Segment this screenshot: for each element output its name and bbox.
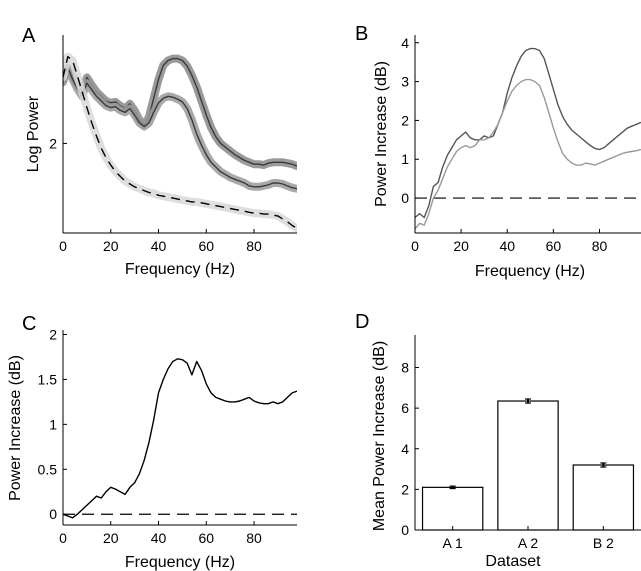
panel-b-x-label: Frequency (Hz) [475, 263, 585, 280]
bar-a1 [421, 486, 484, 531]
panel-d-x-label: Dataset [485, 553, 541, 570]
panel-d-y-tick-label: 2 [401, 481, 409, 497]
panel-a-y-tick-label: 2 [49, 135, 57, 151]
panel-c-x-tick-label: 80 [246, 530, 262, 546]
panel-c-y-ticks: 0 0.5 1 1.5 2 [38, 326, 67, 522]
panel-a-marks [63, 52, 297, 233]
panel-a-y-label: Log Power [25, 95, 42, 172]
panel-c-x-tick-label: 0 [59, 530, 67, 546]
panel-a-plot-area [63, 52, 297, 233]
panel-label-b: B [355, 23, 368, 45]
panel-label-a: A [22, 25, 36, 47]
panel-a-x-tick-label: 20 [103, 238, 119, 254]
panel-c-y-label: Power Increase (dB) [7, 355, 24, 501]
panel-label-d: D [355, 311, 369, 333]
panel-d-y-tick-label: 8 [401, 360, 409, 376]
panel-a-series-2-line [63, 67, 297, 190]
panel-d-marks [421, 398, 635, 531]
panel-d-category-label: B 2 [593, 535, 614, 551]
panel-b-y-tick-label: 2 [401, 112, 409, 128]
panel-b-plot-area [415, 47, 641, 230]
panel-c-y-tick-label: 0.5 [38, 461, 58, 477]
panel-d-x-ticks: A 1 A 2 B 2 [443, 526, 614, 551]
panel-a-x-tick-label: 60 [198, 238, 214, 254]
panel-a-x-tick-label: 40 [151, 238, 167, 254]
panel-d-y-tick-label: 4 [401, 441, 409, 457]
panel-a-series-2-error-band [63, 64, 297, 193]
panel-b-y-tick-label: 4 [401, 35, 409, 51]
panel-a-series-3-error-band [63, 52, 297, 233]
panel-a-x-label: Frequency (Hz) [125, 261, 235, 278]
panel-c-x-tick-label: 60 [198, 530, 214, 546]
panel-c-x-label: Frequency (Hz) [125, 554, 235, 571]
panel-b-series-2-line [415, 78, 641, 230]
panel-b-y-tick-label: 0 [401, 190, 409, 206]
panel-b-series-1-line [415, 47, 641, 219]
panel-c-y-tick-label: 1 [49, 416, 57, 432]
panel-a-x-ticks: 0 20 40 60 80 [59, 229, 262, 254]
panel-d-category-label: A 2 [518, 535, 538, 551]
panel-a-series-3-line [63, 56, 297, 229]
panel-c-y-tick-label: 1.5 [38, 371, 58, 387]
panel-d-category-label: A 1 [443, 535, 463, 551]
panel-b-x-tick-label: 40 [499, 238, 515, 254]
panel-c-x-tick-label: 40 [151, 530, 167, 546]
panel-c-marks [63, 358, 297, 519]
panel-b-x-tick-label: 20 [453, 238, 469, 254]
panel-c-x-ticks: 0 20 40 60 80 [59, 521, 262, 546]
panel-b-y-ticks: 0 1 2 3 4 [401, 35, 419, 206]
panel-c-y-tick-label: 0 [49, 506, 57, 522]
panel-b: 0 20 40 60 80 0 1 2 3 4 Frequency (Hz) Power Inc… [373, 35, 641, 280]
panel-d-y-tick-label: 6 [401, 400, 409, 416]
panel-d: A 1 A 2 B 2 0 2 4 6 8 Dataset Mean Power Incre… [371, 335, 641, 570]
panel-a-x-tick-label: 80 [246, 238, 262, 254]
panel-b-x-tick-label: 80 [592, 238, 608, 254]
panel-b-x-tick-label: 0 [411, 238, 419, 254]
panel-d-y-ticks: 0 2 4 6 8 [401, 360, 419, 538]
panel-c-series-1-line [63, 358, 297, 519]
panel-a-y-ticks: 2 [49, 135, 67, 151]
panel-a: 0 20 40 60 80 2 Frequency (Hz) Log Power [25, 35, 297, 278]
panel-d-y-tick-label: 0 [401, 522, 409, 538]
panel-c-x-tick-label: 20 [103, 530, 119, 546]
panel-c-y-tick-label: 2 [49, 326, 57, 342]
bar-b2 [572, 464, 635, 531]
panel-b-x-ticks: 0 20 40 60 80 [411, 229, 607, 254]
panel-b-y-tick-label: 1 [401, 151, 409, 167]
panel-c-plot-area [63, 358, 297, 519]
panel-b-y-tick-label: 3 [401, 74, 409, 90]
panel-label-c: C [22, 313, 36, 335]
bar-a2 [497, 400, 559, 531]
panel-c: 0 20 40 60 80 0 0.5 1 1.5 2 Frequency (Hz) Power… [7, 326, 297, 571]
panel-b-x-tick-label: 60 [546, 238, 562, 254]
panel-d-y-label: Mean Power Increase (dB) [371, 341, 388, 531]
panel-b-y-label: Power Increase (dB) [373, 61, 390, 207]
panel-a-x-tick-label: 0 [59, 238, 67, 254]
panel-b-marks [415, 47, 641, 230]
